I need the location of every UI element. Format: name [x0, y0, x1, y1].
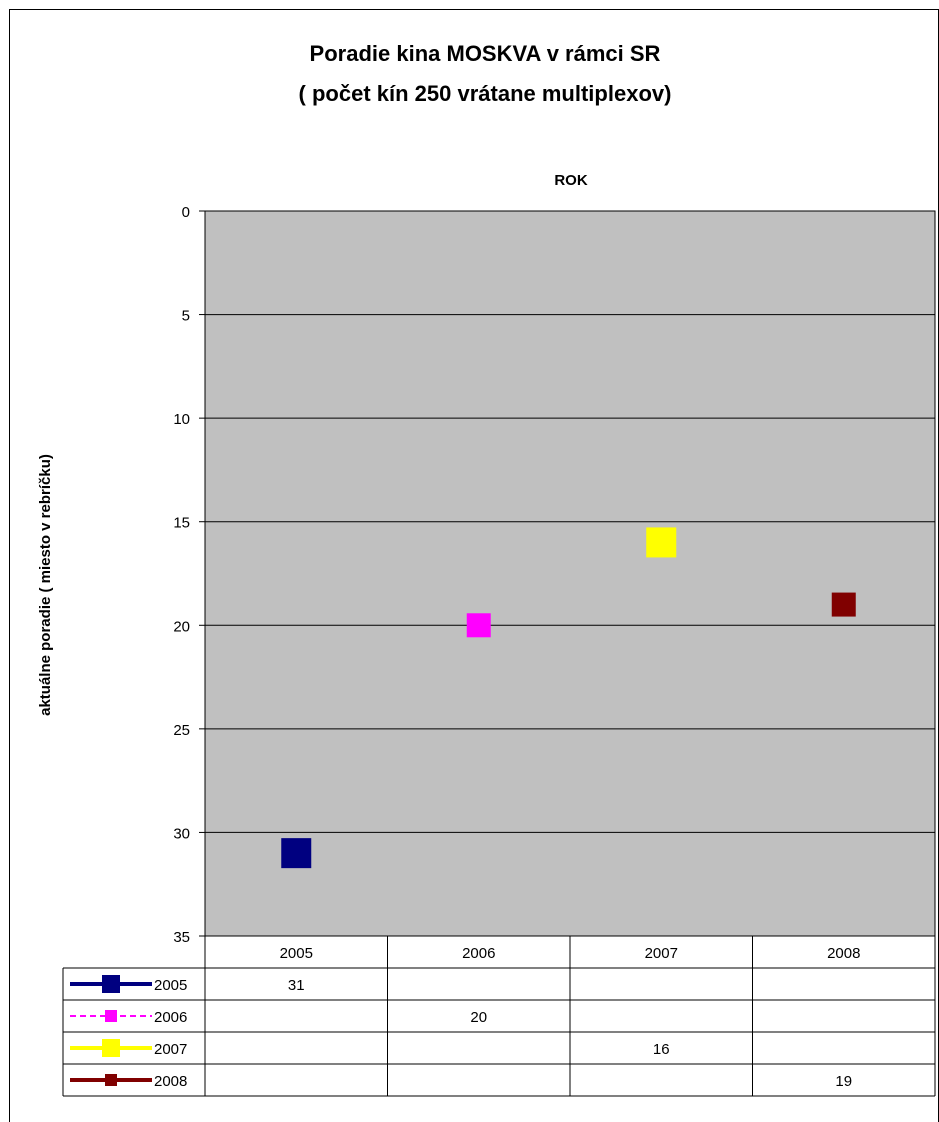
y-tick-label: 20	[173, 618, 190, 635]
chart-title-line2: ( počet kín 250 vrátane multiplexov)	[299, 81, 672, 106]
y-axis-title: aktuálne poradie ( miesto v rebríčku)	[37, 454, 54, 716]
x-axis-title: ROK	[554, 172, 588, 189]
plot-area: 0 5 10 15 20 25 30 35	[173, 204, 936, 946]
table-cell-value: 20	[470, 1009, 487, 1026]
y-tick-label: 30	[173, 825, 190, 842]
data-point-2005	[281, 838, 312, 869]
legend-marker-2005	[102, 975, 120, 993]
data-point-2008	[831, 592, 856, 617]
data-point-2007	[646, 527, 677, 558]
y-tick-label: 0	[182, 204, 190, 221]
legend-marker-2006	[105, 1010, 117, 1022]
legend-label-2006: 2006	[154, 1009, 187, 1026]
legend-label-2007: 2007	[154, 1041, 187, 1058]
y-tick-label: 35	[173, 929, 190, 946]
data-table: 2005 2006 2007 2008 2005 31 2006 20 2007 16 2008 19	[62, 936, 936, 1097]
table-cell-value: 19	[835, 1073, 852, 1090]
legend-label-2005: 2005	[154, 977, 187, 994]
y-tick-label: 5	[182, 308, 190, 325]
y-tick-label: 25	[173, 722, 190, 739]
x-category-label: 2006	[462, 945, 495, 962]
plot-background	[204, 210, 936, 937]
legend-marker-2007	[102, 1039, 120, 1057]
x-category-label: 2007	[645, 945, 678, 962]
legend-label-2008: 2008	[154, 1073, 187, 1090]
table-cell-value: 16	[653, 1041, 670, 1058]
data-point-2006	[466, 613, 491, 638]
y-tick-label: 15	[173, 515, 190, 532]
x-category-label: 2005	[280, 945, 313, 962]
y-tick-label: 10	[173, 411, 190, 428]
x-category-label: 2008	[827, 945, 860, 962]
chart-title-line1: Poradie kina MOSKVA v rámci SR	[310, 41, 661, 66]
table-cell-value: 31	[288, 977, 305, 994]
legend-marker-2008	[105, 1074, 117, 1086]
